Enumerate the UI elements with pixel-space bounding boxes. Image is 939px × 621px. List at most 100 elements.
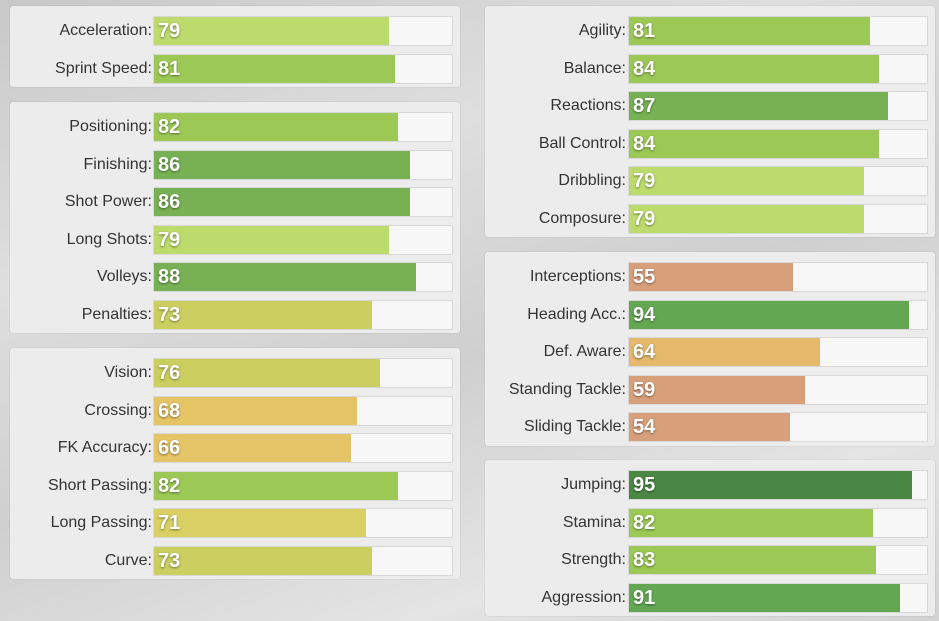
stat-label: Finishing: (83, 155, 152, 173)
stat-bar: 84 (628, 128, 928, 159)
stat-label: Jumping: (561, 476, 626, 493)
stat-row: Penalties: 73 (10, 299, 460, 330)
stat-bar: 54 (628, 412, 928, 442)
stat-bar-fill (629, 375, 805, 404)
stat-bar-fill (629, 204, 865, 233)
stat-bar: 87 (628, 91, 928, 121)
stat-bar: 59 (628, 374, 928, 405)
stat-bar: 79 (628, 166, 928, 196)
stat-bar-fill (629, 17, 871, 45)
stat-value: 79 (633, 207, 656, 230)
stat-value: 95 (633, 474, 656, 496)
stat-value: 68 (158, 399, 181, 422)
stat-bar: 66 (153, 433, 453, 463)
stat-label: Short Passing: (47, 476, 152, 494)
stat-row: Composure: 79 (485, 203, 935, 234)
stat-bar-fill (154, 188, 411, 216)
stat-bar-fill (154, 359, 381, 387)
stat-bar-fill (629, 54, 880, 83)
stats-panel: Acceleration: 79 Sprint Speed: 81 (10, 6, 460, 87)
stat-label: Composure: (538, 209, 626, 227)
stat-value: 88 (158, 266, 181, 288)
stat-bar: 88 (153, 262, 453, 292)
stat-row: Crossing: 68 (10, 395, 460, 426)
stat-value: 71 (158, 512, 181, 534)
stat-row: Def. Aware: 64 (485, 337, 935, 367)
stat-bar-fill (629, 263, 793, 291)
stat-row: Jumping: 95 (485, 470, 935, 500)
stat-bar: 83 (628, 545, 928, 575)
stat-value: 81 (158, 57, 181, 80)
stats-panel: Interceptions: 55 Heading Acc.: 94 Def. Awar… (485, 252, 935, 446)
stat-bar: 76 (153, 358, 453, 388)
stat-label: Long Passing: (50, 514, 152, 531)
stat-row: Ball Control: 84 (485, 128, 935, 159)
stat-bar: 91 (628, 582, 928, 613)
stats-panel: Jumping: 95 Stamina: 82 Strength: 83 Aggressio… (485, 460, 935, 616)
stat-bar-fill (154, 396, 357, 425)
stat-value: 79 (158, 20, 181, 42)
stat-value: 73 (158, 549, 181, 572)
stat-row: Agility: 81 (485, 16, 935, 46)
stat-bar: 73 (153, 299, 453, 330)
stat-label: Agility: (578, 22, 626, 39)
stat-value: 82 (158, 116, 181, 138)
stat-row: FK Accuracy: 66 (10, 433, 460, 463)
stat-bar-fill (629, 546, 877, 574)
stat-value: 54 (633, 416, 656, 438)
stat-bar: 71 (153, 508, 453, 538)
stat-value: 59 (633, 378, 656, 401)
stats-panel: Vision: 76 Crossing: 68 FK Accuracy: 66 Short … (10, 348, 460, 579)
stat-label: Def. Aware: (543, 343, 626, 360)
stat-row: Sprint Speed: 81 (10, 53, 460, 84)
stat-bar-fill (629, 413, 790, 441)
stat-row: Shot Power: 86 (10, 187, 460, 217)
stat-bar: 79 (153, 16, 453, 46)
stat-label: Curve: (104, 551, 152, 569)
stat-bar-fill (154, 300, 372, 329)
stat-value: 83 (633, 549, 656, 571)
stat-label: Standing Tackle: (508, 380, 626, 398)
stat-label: Acceleration: (59, 22, 153, 39)
stat-label: Sprint Speed: (55, 59, 152, 77)
stat-value: 91 (633, 586, 656, 609)
stat-value: 81 (633, 20, 656, 42)
stat-row: Stamina: 82 (485, 507, 935, 538)
stat-value: 84 (633, 57, 656, 80)
stat-bar-fill (629, 167, 865, 195)
stat-label: Vision: (104, 364, 152, 381)
stat-bar: 55 (628, 262, 928, 292)
stat-value: 79 (633, 170, 656, 192)
stat-value: 87 (633, 95, 656, 117)
stat-row: Positioning: 82 (10, 112, 460, 142)
stat-label: Positioning: (69, 118, 152, 135)
stat-bar-fill (154, 17, 390, 45)
stat-bar-fill (154, 54, 396, 83)
stat-label: Aggression: (541, 588, 627, 606)
stat-row: Dribbling: 79 (485, 166, 935, 196)
stat-row: Long Shots: 79 (10, 224, 460, 255)
stat-bar: 82 (628, 507, 928, 538)
stat-label: Ball Control: (538, 134, 626, 152)
stat-value: 94 (633, 303, 656, 326)
stat-value: 86 (158, 153, 181, 176)
stat-label: Penalties: (81, 305, 152, 323)
stat-label: Sliding Tackle: (524, 418, 626, 435)
stat-bar: 68 (153, 395, 453, 426)
stat-bar: 86 (153, 187, 453, 217)
stat-row: Volleys: 88 (10, 262, 460, 292)
stat-bar-fill (629, 92, 889, 120)
stat-value: 73 (158, 303, 181, 326)
stat-bar-fill (154, 113, 399, 141)
stat-label: Shot Power: (64, 193, 152, 210)
stats-panel: Agility: 81 Balance: 84 Reactions: 87 Ball Con… (485, 6, 935, 237)
stat-value: 76 (158, 362, 181, 384)
stat-label: Interceptions: (529, 268, 626, 285)
stat-bar: 79 (628, 203, 928, 234)
stat-value: 82 (633, 511, 656, 534)
stat-row: Short Passing: 82 (10, 470, 460, 501)
stat-bar: 79 (153, 224, 453, 255)
stat-row: Standing Tackle: 59 (485, 374, 935, 405)
stat-row: Long Passing: 71 (10, 508, 460, 538)
stat-bar: 81 (628, 16, 928, 46)
